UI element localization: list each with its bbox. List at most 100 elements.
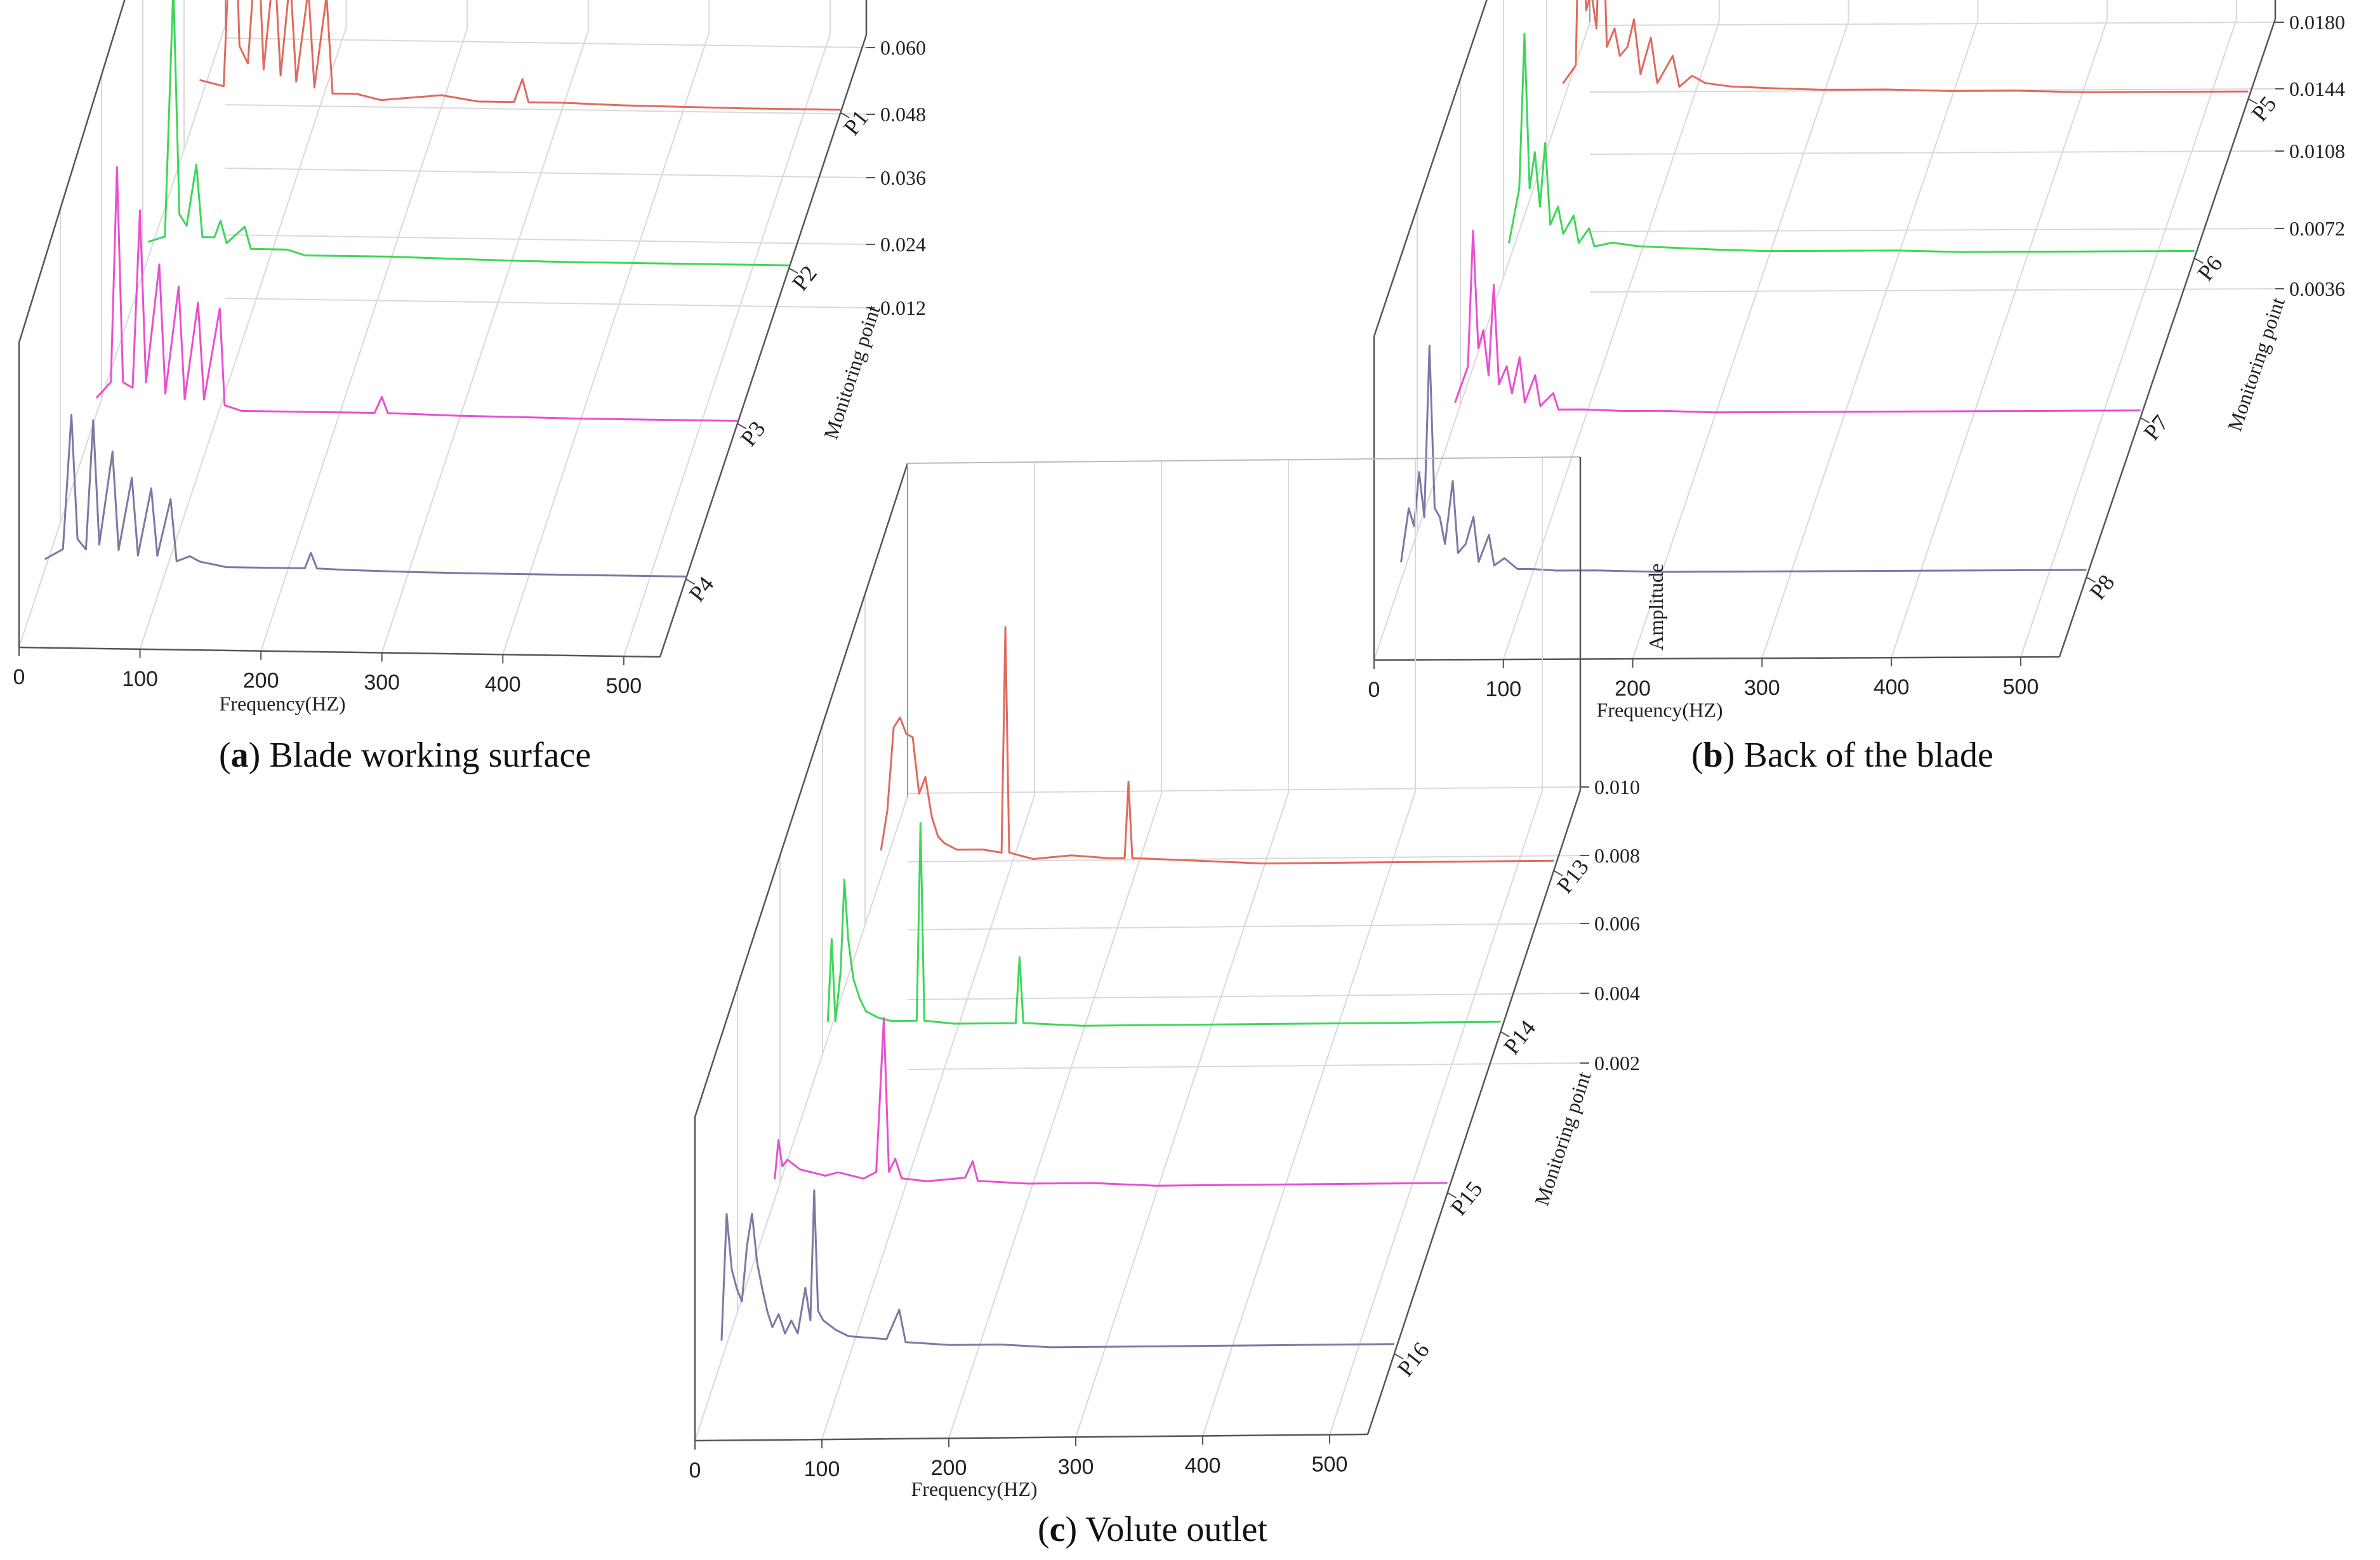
chart-panel-a: 0 100 200 300 400 500 Frequency(HZ) 0.060 0.048 0… [0, 0, 926, 762]
depth-axis-line [1366, 790, 1582, 1435]
box-edges-c [694, 456, 1582, 1442]
floor-gridline [139, 27, 347, 650]
amplitude-tick-label: 0.0180 [2289, 11, 2345, 34]
box-edges-b [1373, 0, 2277, 661]
x-ticks-c: 0 100 200 300 400 500 [689, 1434, 1348, 1483]
depth-tick [1553, 870, 1563, 876]
x-tick-label: 500 [2003, 675, 2039, 699]
depth-tick [2194, 258, 2204, 264]
caption-b: (b) Back of the blade [1691, 736, 1993, 775]
box-edges-a [18, 0, 868, 658]
series-group-a [44, 0, 841, 578]
amplitude-tick-label: 0.048 [880, 103, 926, 126]
waterfall-chart-b: 0 100 200 300 400 500 Frequency(HZ) 0.0180 0.014… [1368, 0, 2345, 722]
depth-tick [840, 112, 850, 119]
series-line-P13 [880, 626, 1554, 864]
z-ticks-a: 0.060 0.048 0.036 0.024 0.012 [866, 36, 926, 319]
series-line-P14 [826, 822, 1501, 1027]
waterfall-chart-a: 0 100 200 300 400 500Frequency(HZ)0.0600.0480… [13, 0, 926, 715]
back-wall-gridline [225, 168, 867, 178]
floor-gridline [821, 795, 1035, 1440]
depth-tick-label: P6 [2193, 251, 2228, 286]
back-wall-gridline [907, 923, 1581, 930]
depth-tick [1447, 1192, 1457, 1199]
back-wall-gridline [907, 1062, 1581, 1070]
back-wall-gridline [1589, 228, 2276, 232]
depth-axis-line [659, 34, 868, 658]
gridlines-c [694, 457, 1581, 1441]
depth-tick-label: P2 [787, 261, 822, 296]
z-ticks-b: 0.0180 0.0144 0.0108 0.0072 0.0036 [2275, 11, 2345, 300]
chart-panel-c: 0 100 200 300 400 500 Frequency(HZ) 0.010 0.008 0… [673, 456, 1701, 1560]
amplitude-tick-label: 0.0072 [2289, 217, 2345, 240]
series-group-c [720, 626, 1554, 1349]
series-line-P7 [1454, 229, 2141, 414]
depth-tick [1394, 1353, 1404, 1359]
floor-gridline [1761, 20, 1979, 659]
depth-tick-label: P3 [736, 416, 770, 451]
caption-c: (c) Volute outlet [1038, 1510, 1267, 1549]
depth-tick [737, 423, 747, 430]
depth-tick-label: P16 [1392, 1337, 1434, 1381]
depth-axis-label: Monitoring point [819, 303, 884, 442]
depth-tick [2140, 417, 2150, 423]
amplitude-tick-label: 0.0108 [2289, 140, 2345, 162]
x-tick-label: 500 [1312, 1453, 1348, 1477]
back-wall-gridline [1589, 150, 2276, 155]
amplitude-tick-label: 0.006 [1594, 912, 1640, 935]
amplitude-tick-label: 0.012 [880, 296, 926, 319]
z-ticks-c: 0.010 0.008 0.006 0.004 0.002 [1580, 776, 1640, 1074]
x-axis-label: Frequency(HZ) [219, 692, 345, 715]
series-group-b [1400, 0, 2249, 573]
series-line-P6 [1508, 32, 2195, 253]
depth-tick-label: P4 [684, 572, 719, 607]
back-wall-gridline [1589, 288, 2276, 293]
depth-tick-label: P8 [2085, 570, 2120, 605]
amplitude-tick-label: 0.008 [1594, 844, 1640, 867]
amplitude-tick-label: 0.004 [1594, 982, 1640, 1005]
x-tick-label: 200 [1615, 677, 1651, 701]
x-axis-line [1373, 656, 2060, 661]
series-line-P3 [95, 166, 737, 422]
caption-text-b: Back of the blade [1735, 736, 1993, 775]
x-tick-label: 300 [1058, 1455, 1094, 1479]
depth-tick [788, 267, 798, 274]
amplitude-tick-label: 0.010 [1594, 776, 1640, 798]
depth-axis-label: Monitoring point [2223, 294, 2289, 434]
depth-tick-label: P15 [1446, 1177, 1488, 1220]
gridlines-a [18, 0, 867, 657]
depth-axis-label: Monitoring point [1530, 1069, 1596, 1208]
amplitude-tick-label: 0.0036 [2289, 277, 2345, 300]
back-wall-gridline [907, 786, 1581, 794]
floor-gridline [623, 34, 831, 657]
x-tick-label: 100 [1485, 677, 1521, 701]
series-line-P1 [199, 0, 841, 111]
caption-a: (a) Blade working surface [219, 736, 592, 775]
depth-tick [685, 578, 696, 585]
floor-gridline [1329, 790, 1543, 1435]
floor-gridline [502, 32, 710, 655]
series-line-P16 [720, 1189, 1394, 1349]
back-wall-gridline [225, 298, 867, 308]
x-tick-label: 400 [485, 672, 521, 696]
depth-axis-line [2058, 18, 2277, 658]
back-wall-gridline [225, 104, 867, 115]
back-top-edge [907, 456, 1581, 464]
amplitude-axis-label: Amplitude [1644, 564, 1667, 651]
series-line-P4 [44, 413, 686, 578]
x-tick-label: 0 [689, 1458, 701, 1483]
floor-gridline [1202, 791, 1416, 1436]
floor-gridline [260, 29, 468, 651]
amplitude-tick-label: 0.0144 [2289, 77, 2345, 100]
x-tick-label: 0 [1368, 678, 1380, 702]
depth-tick-label: P7 [2139, 410, 2174, 445]
series-line-P2 [147, 0, 790, 267]
x-ticks-a: 0 100 200 300 400 500 [13, 647, 642, 698]
depth-tick-label: P13 [1552, 854, 1594, 898]
x-ticks-b: 0 100 200 300 400 500 [1368, 657, 2039, 702]
depth-tick-label: P14 [1498, 1015, 1540, 1059]
x-tick-label: 300 [364, 670, 400, 694]
x-tick-label: 500 [605, 674, 642, 698]
caption-text-a: Blade working surface [260, 736, 592, 775]
depth-tick-label: P5 [2247, 91, 2282, 126]
